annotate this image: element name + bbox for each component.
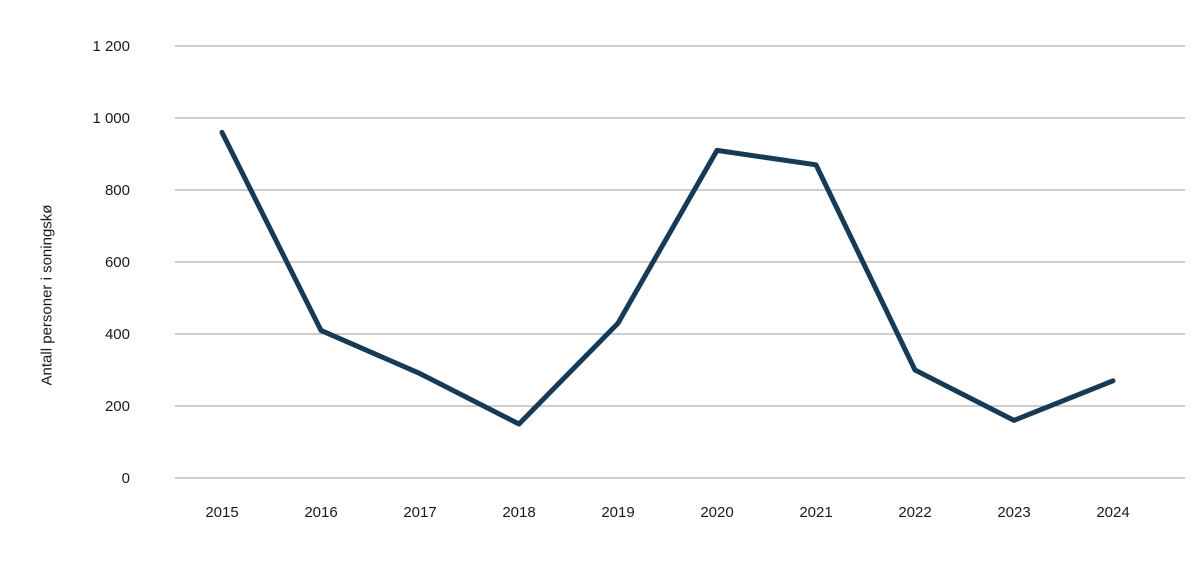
x-tick-label: 2017 <box>403 504 436 521</box>
x-tick-label: 2016 <box>304 504 337 521</box>
x-tick-label: 2023 <box>997 504 1030 521</box>
x-tick-label: 2021 <box>799 504 832 521</box>
data-series-line <box>219 129 1116 427</box>
x-tick-label: 2024 <box>1096 504 1129 521</box>
y-tick-label: 800 <box>105 182 130 199</box>
x-tick-label: 2018 <box>502 504 535 521</box>
y-tick-label: 1 200 <box>92 38 130 55</box>
y-tick-label: 400 <box>105 326 130 343</box>
y-tick-label: 0 <box>122 470 130 487</box>
x-tick-label: 2015 <box>205 504 238 521</box>
x-tick-label: 2019 <box>601 504 634 521</box>
x-tick-label: 2022 <box>898 504 931 521</box>
x-tick-label: 2020 <box>700 504 733 521</box>
y-tick-label: 600 <box>105 254 130 271</box>
y-tick-label: 200 <box>105 398 130 415</box>
y-tick-label: 1 000 <box>92 110 130 127</box>
